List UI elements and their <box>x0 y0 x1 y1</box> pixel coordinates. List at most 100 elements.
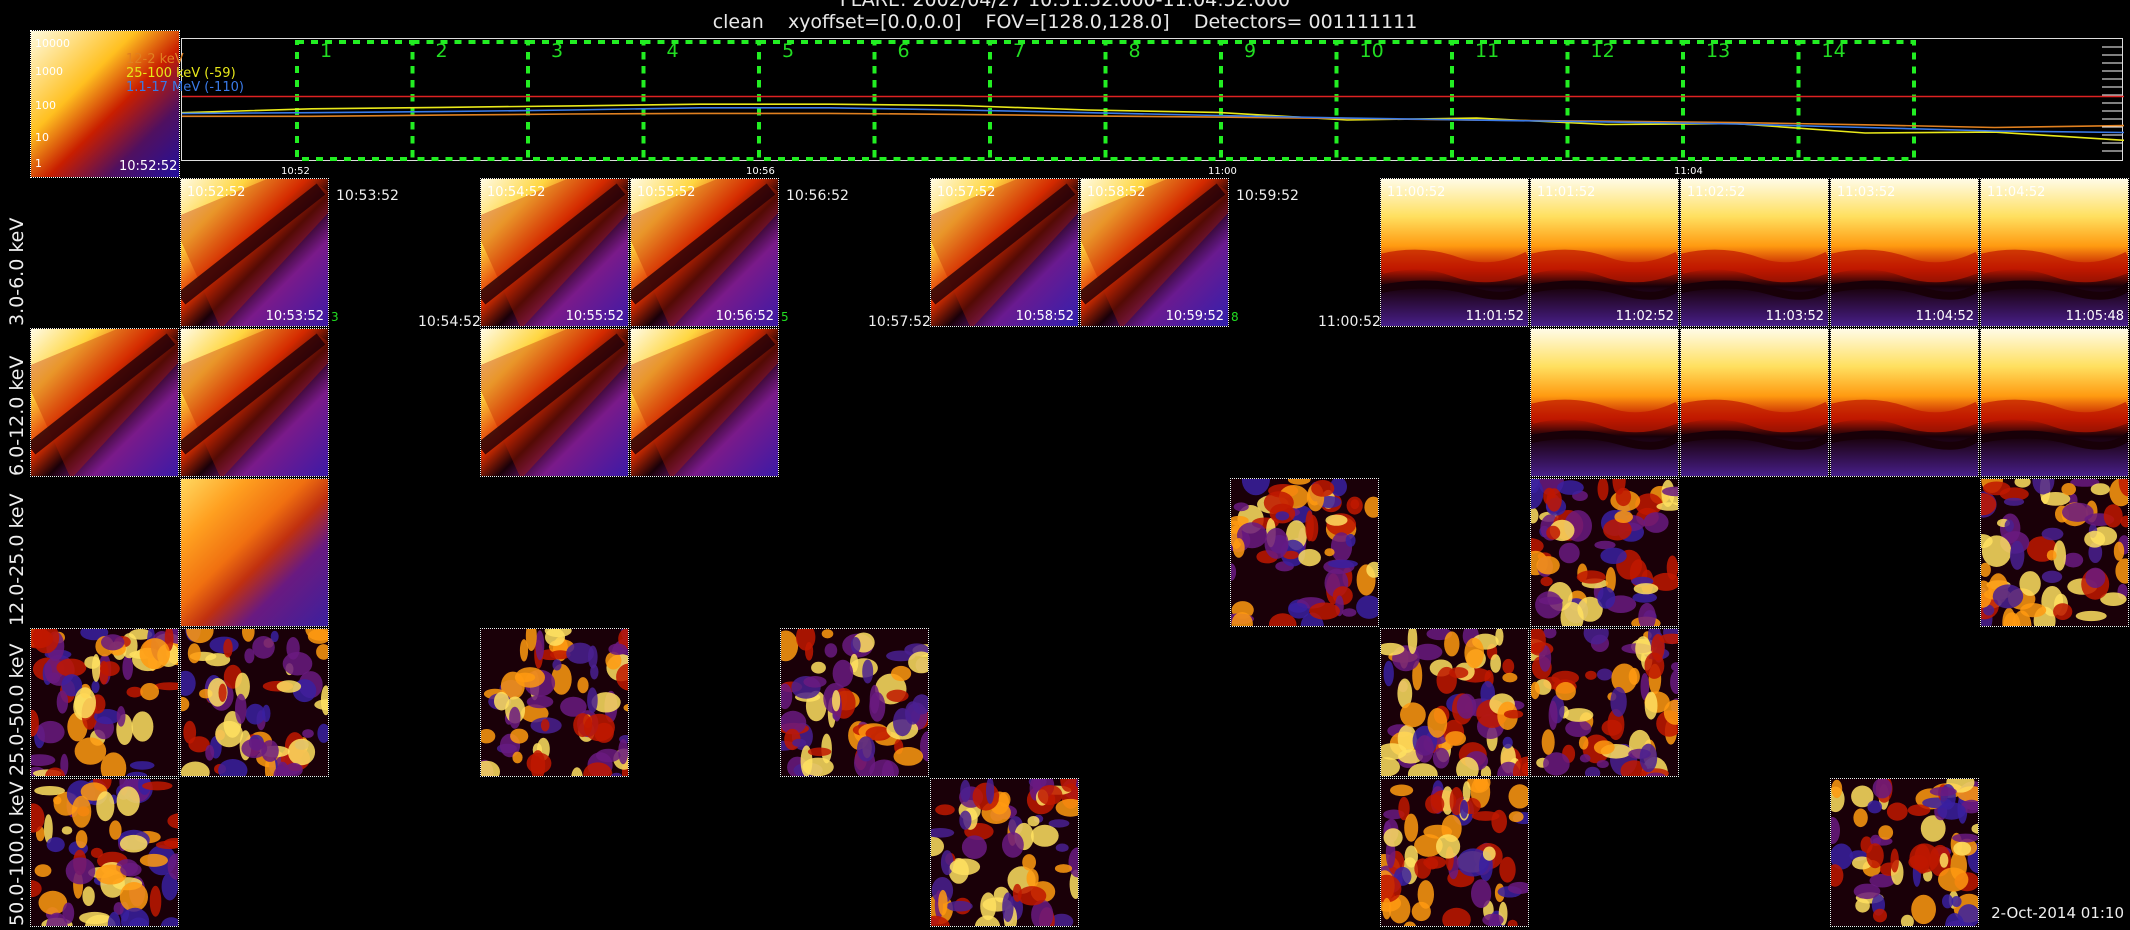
tile-start-time: 10:57:52 <box>937 185 996 200</box>
image-tile <box>1530 628 1679 777</box>
tile-image <box>1081 179 1228 326</box>
tile-end-time: 11:04:52 <box>1915 309 1974 324</box>
interval-number: 6 <box>897 40 910 62</box>
image-tile <box>1380 628 1529 777</box>
image-tile <box>1980 328 2129 477</box>
lightcurve-svg <box>182 40 2124 161</box>
image-tile: 10:55:52 10:56:52 <box>630 178 779 327</box>
image-tile <box>480 328 629 477</box>
tile-image <box>31 629 178 776</box>
tile-start-time: 11:02:52 <box>1687 185 1746 200</box>
thumbnail-y-label: 10000 <box>35 37 70 50</box>
tile-start-time: 10:52:52 <box>187 185 246 200</box>
image-tile <box>30 328 179 477</box>
energy-band-label: 12.0-25.0 keV <box>6 493 28 626</box>
x-tick-label: 11:00 <box>1208 166 1237 177</box>
tile-image <box>1531 629 1678 776</box>
interval-number: 2 <box>435 40 448 62</box>
lightcurve-series-line <box>182 103 2124 142</box>
interval-number: 10 <box>1359 40 1384 62</box>
image-tile <box>1980 478 2129 627</box>
tile-image <box>1981 479 2128 626</box>
tile-image <box>481 329 628 476</box>
image-tile <box>1680 328 1829 477</box>
tile-end-time: 11:02:52 <box>1615 309 1674 324</box>
interval-number: 8 <box>1128 40 1141 62</box>
image-tile: 10:58:52 10:59:52 <box>1080 178 1229 327</box>
image-tile: 11:01:52 11:02:52 <box>1530 178 1679 327</box>
tile-image <box>31 779 178 926</box>
image-tile <box>1380 778 1529 927</box>
thumbnail-time: 10:52:52 <box>119 159 178 174</box>
tile-interval-number: 3 <box>331 310 339 324</box>
interval-time-label: 11:00:52 <box>1318 314 1381 330</box>
tile-end-time: 10:55:52 <box>565 309 624 324</box>
energy-band-label: 6.0-12.0 keV <box>6 355 28 476</box>
interval-number: 7 <box>1013 40 1026 62</box>
tile-image <box>1231 479 1378 626</box>
interval-box <box>410 40 530 161</box>
tile-image <box>1831 779 1978 926</box>
tile-image <box>631 179 778 326</box>
tile-image <box>181 629 328 776</box>
image-tile <box>1830 328 1979 477</box>
interval-time-label: 10:57:52 <box>868 314 931 330</box>
tile-image <box>1381 179 1528 326</box>
interval-time-label: 10:53:52 <box>336 188 399 204</box>
tile-start-time: 10:54:52 <box>487 185 546 200</box>
x-tick-label: 11:04 <box>1674 166 1703 177</box>
image-tile: 11:03:52 11:04:52 <box>1830 178 1979 327</box>
tile-start-time: 10:58:52 <box>1087 185 1146 200</box>
energy-band-label: 50.0-100.0 keV <box>6 781 28 926</box>
tile-image <box>1381 629 1528 776</box>
tile-start-time: 11:04:52 <box>1987 185 2046 200</box>
tile-image <box>1681 329 1828 476</box>
interval-number: 3 <box>551 40 564 62</box>
tile-end-time: 10:53:52 <box>265 309 324 324</box>
interval-box <box>295 40 415 161</box>
image-tile: 11:00:52 11:01:52 <box>1380 178 1529 327</box>
tile-end-time: 11:03:52 <box>1765 309 1824 324</box>
tile-interval-number: 5 <box>781 310 789 324</box>
tile-image <box>781 629 928 776</box>
plot-parameters: clean xyoffset=[0.0,0.0] FOV=[128.0,128.… <box>712 11 1418 33</box>
interval-box <box>872 40 992 161</box>
interval-box <box>757 40 877 161</box>
interval-box <box>988 40 1108 161</box>
thumbnail-image <box>31 31 179 177</box>
image-tile <box>480 628 629 777</box>
tile-end-time: 10:58:52 <box>1015 309 1074 324</box>
tile-image <box>931 179 1078 326</box>
interval-box <box>641 40 761 161</box>
image-tile <box>1230 478 1379 627</box>
image-tile: 11:02:52 11:03:52 <box>1680 178 1829 327</box>
tile-image <box>481 179 628 326</box>
interval-box <box>1219 40 1339 161</box>
overview-thumbnail: 10000 1000 100 10 1 10:52:52 <box>30 30 180 178</box>
x-tick-label: 10:52 <box>281 166 310 177</box>
legend-entry: 12-2 keV <box>126 52 184 67</box>
interval-number: 14 <box>1821 40 1846 62</box>
image-tile <box>180 628 329 777</box>
tile-image <box>931 779 1078 926</box>
tile-end-time: 10:59:52 <box>1165 309 1224 324</box>
tile-image <box>181 479 328 626</box>
tile-start-time: 11:01:52 <box>1537 185 1596 200</box>
interval-box <box>1334 40 1454 161</box>
tile-image <box>1531 179 1678 326</box>
tile-image <box>1681 179 1828 326</box>
image-tile: 10:57:52 10:58:52 <box>930 178 1079 327</box>
tile-image <box>481 629 628 776</box>
tile-image <box>31 329 178 476</box>
image-tile <box>30 778 179 927</box>
interval-box <box>526 40 646 161</box>
tile-start-time: 11:00:52 <box>1387 185 1446 200</box>
tile-interval-number: 8 <box>1231 310 1239 324</box>
legend-entry: 25-100 keV (-59) <box>126 66 236 81</box>
tile-start-time: 11:03:52 <box>1837 185 1896 200</box>
lightcurve-plot <box>181 38 2124 161</box>
lightcurve-series-line <box>182 107 2124 134</box>
interval-number: 12 <box>1590 40 1615 62</box>
tile-image <box>1531 479 1678 626</box>
tile-image <box>1531 329 1678 476</box>
